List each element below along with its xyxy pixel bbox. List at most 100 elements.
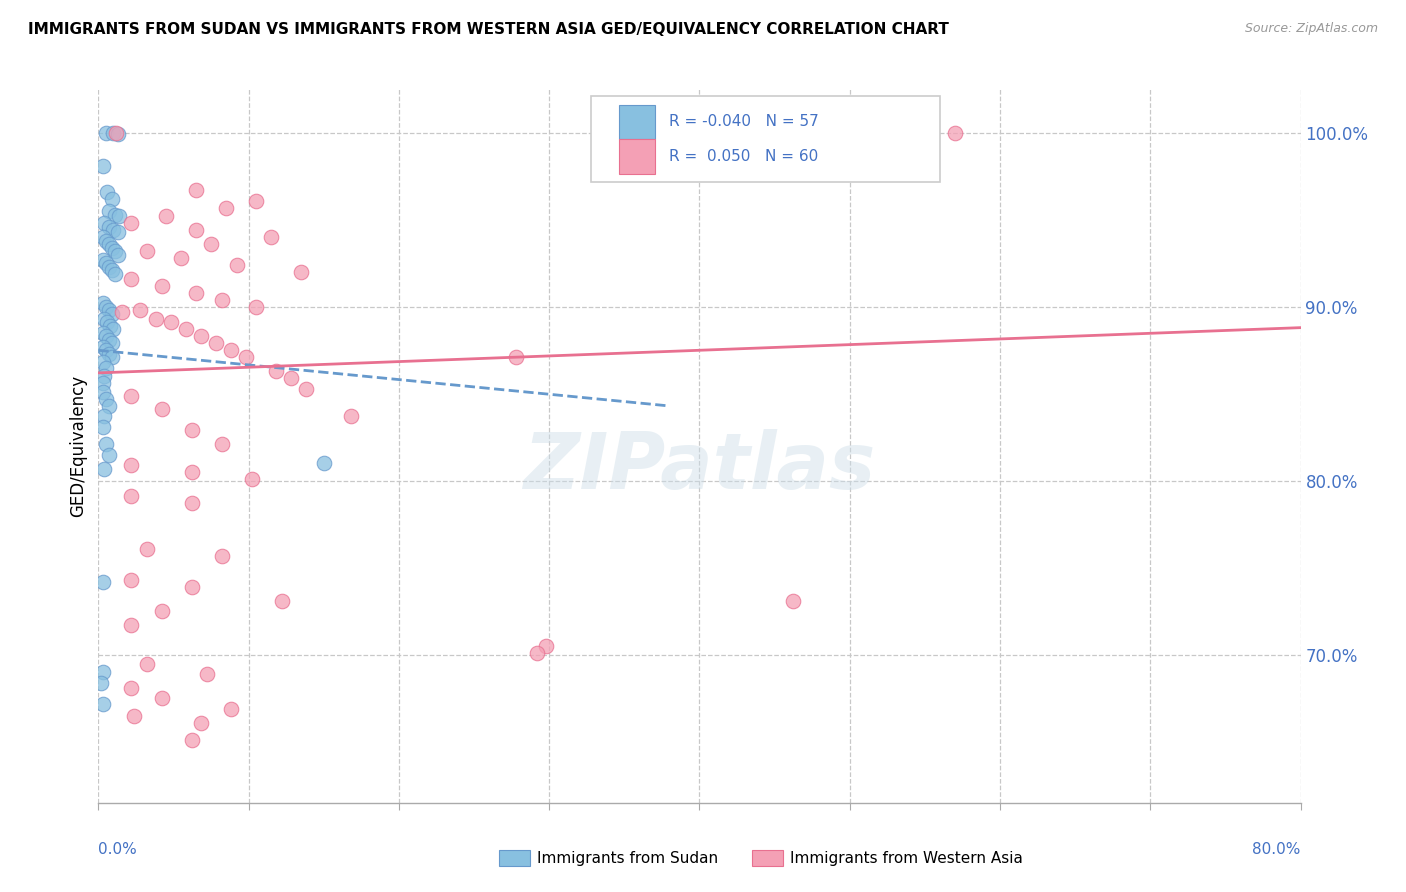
Point (90, 675, 112, 690)
Point (235, 350, 257, 364)
Point (200, 237, 222, 252)
Point (96, 185, 118, 199)
Point (103, 126, 125, 140)
FancyBboxPatch shape (592, 96, 939, 182)
Point (280, 371, 302, 385)
Point (91, 159, 114, 173)
Point (111, 305, 134, 319)
Point (101, 336, 124, 351)
Point (264, 364, 287, 378)
Point (124, 708, 146, 723)
Point (240, 472, 263, 486)
Point (534, 639, 557, 653)
Point (150, 402, 173, 417)
Point (91, 230, 114, 244)
Point (135, 244, 157, 258)
Point (225, 258, 247, 272)
Point (121, 458, 143, 472)
Point (121, 490, 143, 504)
Point (260, 230, 283, 244)
Point (135, 541, 157, 556)
Text: R =  0.050   N = 60: R = 0.050 N = 60 (669, 149, 818, 164)
Point (943, 126, 966, 140)
Text: Source: ZipAtlas.com: Source: ZipAtlas.com (1244, 22, 1378, 36)
Point (211, 549, 233, 563)
Point (270, 594, 292, 608)
Point (180, 580, 202, 594)
Point (290, 265, 312, 279)
Point (174, 322, 197, 336)
Point (93, 461, 115, 475)
Point (94, 234, 117, 248)
Point (155, 209, 177, 223)
Point (245, 194, 267, 208)
Point (190, 329, 212, 343)
Bar (619, 104, 655, 139)
Point (121, 573, 143, 587)
Text: 80.0%: 80.0% (1253, 842, 1301, 857)
Point (97, 204, 120, 219)
Point (107, 247, 129, 261)
Point (101, 307, 124, 321)
Point (97, 448, 120, 462)
Point (101, 350, 124, 364)
Point (104, 244, 127, 258)
Point (211, 437, 233, 451)
Text: 0.0%: 0.0% (98, 842, 138, 857)
Point (97, 333, 120, 347)
Text: ZIPatlas: ZIPatlas (523, 429, 876, 506)
Point (180, 733, 202, 747)
Point (91, 252, 114, 267)
Point (91, 420, 114, 434)
Point (101, 263, 124, 277)
Point (93, 409, 115, 424)
Point (526, 646, 548, 660)
Point (101, 241, 124, 255)
Point (121, 388, 143, 402)
Point (107, 225, 129, 239)
Point (150, 691, 173, 706)
Point (505, 350, 527, 364)
Point (91, 340, 114, 354)
Point (91, 355, 114, 369)
Point (91, 376, 114, 391)
Point (294, 382, 316, 396)
Point (91, 385, 114, 400)
Point (97, 219, 120, 234)
Point (91, 326, 114, 340)
Point (150, 278, 173, 293)
Point (180, 465, 202, 479)
Point (195, 667, 218, 681)
Point (121, 618, 143, 632)
Bar (619, 139, 655, 174)
Text: Immigrants from Sudan: Immigrants from Sudan (537, 851, 718, 865)
Point (97, 260, 120, 274)
Point (180, 496, 202, 510)
Point (170, 251, 193, 265)
Text: R = -0.040   N = 57: R = -0.040 N = 57 (669, 114, 820, 129)
Point (219, 343, 242, 358)
Point (104, 267, 127, 281)
Text: Immigrants from Western Asia: Immigrants from Western Asia (790, 851, 1024, 865)
Point (94, 126, 117, 140)
Point (215, 201, 238, 215)
Point (107, 128, 129, 142)
Point (180, 423, 202, 437)
Point (159, 315, 181, 329)
Point (94, 343, 117, 358)
Point (94, 392, 117, 406)
Point (97, 237, 120, 252)
Point (94, 437, 117, 451)
Point (97, 399, 120, 413)
Point (97, 347, 120, 361)
Y-axis label: GED/Equivalency: GED/Equivalency (69, 375, 87, 517)
Point (103, 223, 125, 237)
Point (340, 409, 363, 424)
Point (91, 697, 114, 711)
Point (96, 315, 118, 329)
Point (103, 322, 125, 336)
Point (104, 207, 127, 221)
Point (91, 296, 114, 310)
Point (121, 216, 143, 230)
Point (204, 336, 226, 351)
